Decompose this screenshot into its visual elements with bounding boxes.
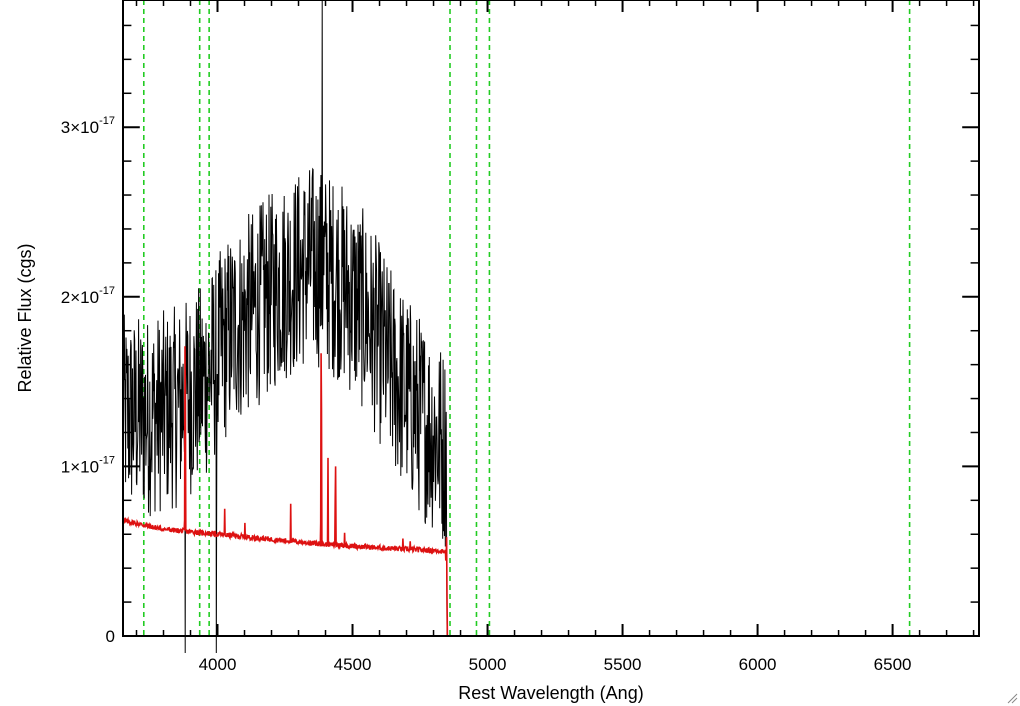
axes-frame bbox=[122, 0, 980, 637]
x-tick-label: 5000 bbox=[469, 655, 507, 674]
y-axis-label: Relative Flux (cgs) bbox=[15, 243, 35, 392]
x-axis-label: Rest Wavelength (Ang) bbox=[458, 683, 643, 703]
resize-grip-icon[interactable] bbox=[1006, 692, 1018, 704]
y-tick-label: 3×10-17 bbox=[61, 115, 115, 137]
x-tick-label: 6500 bbox=[874, 655, 912, 674]
series-layer bbox=[122, 0, 979, 654]
y-tick-label: 1×10-17 bbox=[61, 454, 115, 476]
tick-labels: 4000 4500 5000 5500 6000 6500 0 1×10-17 2×10-17 3… bbox=[61, 115, 912, 674]
x-tick-label: 6000 bbox=[739, 655, 777, 674]
ticks bbox=[123, 0, 979, 637]
x-tick-label: 5500 bbox=[604, 655, 642, 674]
y-tick-label: 0 bbox=[106, 627, 115, 646]
x-tick-label: 4000 bbox=[199, 655, 237, 674]
series-model-continuum bbox=[122, 346, 979, 637]
series-observed-spectrum bbox=[122, 0, 448, 654]
plot-frame bbox=[122, 0, 980, 637]
y-tick-label: 2×10-17 bbox=[61, 285, 115, 307]
x-tick-label: 4500 bbox=[334, 655, 372, 674]
